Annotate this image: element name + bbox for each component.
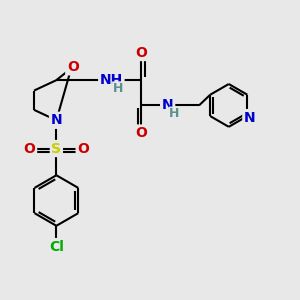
Text: H: H xyxy=(113,82,123,95)
Text: O: O xyxy=(77,142,89,155)
Text: S: S xyxy=(51,142,62,155)
Text: N: N xyxy=(51,113,62,127)
Text: Cl: Cl xyxy=(49,240,64,254)
Text: N: N xyxy=(244,111,256,124)
Text: N: N xyxy=(162,98,174,112)
Text: O: O xyxy=(135,126,147,140)
Text: NH: NH xyxy=(100,73,123,87)
Text: O: O xyxy=(24,142,36,155)
Text: O: O xyxy=(67,60,79,74)
Text: O: O xyxy=(135,46,147,59)
Text: H: H xyxy=(169,107,180,120)
